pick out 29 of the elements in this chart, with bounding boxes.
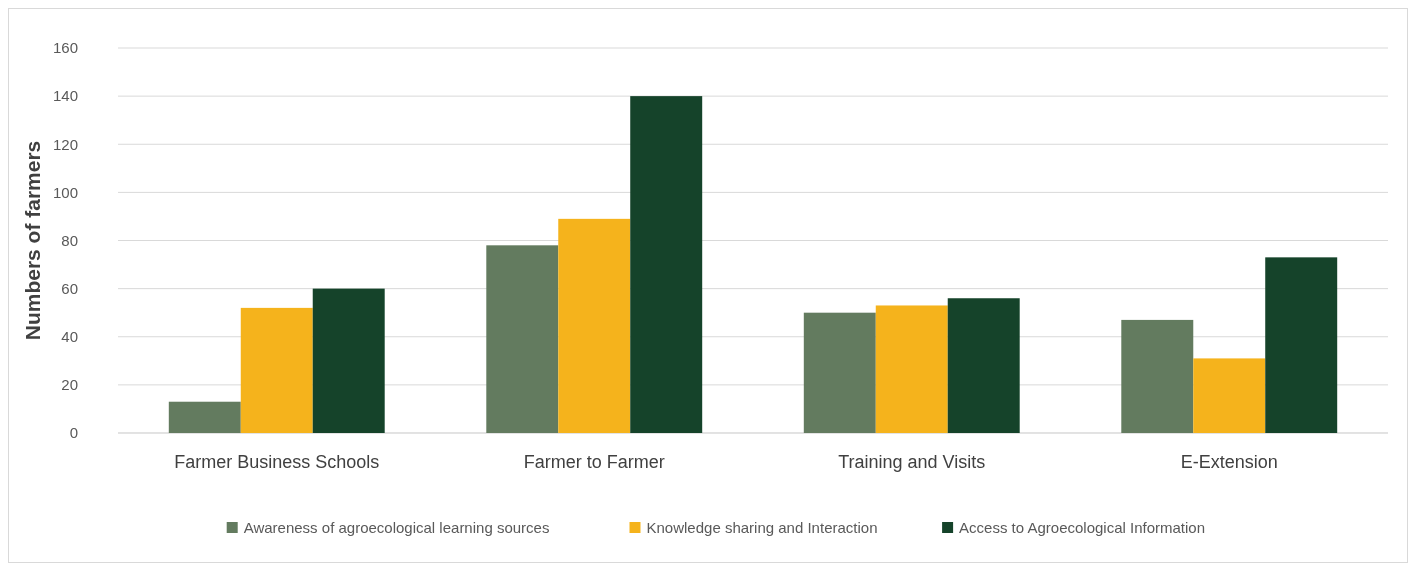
bar	[486, 245, 559, 433]
y-axis-title: Numbers of farmers	[21, 140, 44, 341]
x-tick-label: E-Extension	[1180, 452, 1278, 472]
bar	[168, 401, 241, 433]
x-tick-label: Training and Visits	[838, 452, 986, 472]
y-tick-label: 160	[52, 39, 78, 57]
y-tick-label: 140	[52, 87, 78, 105]
legend-label: Knowledge sharing and Interaction	[646, 519, 878, 537]
bar	[240, 307, 313, 433]
bar	[947, 298, 1020, 433]
y-tick-label: 40	[61, 328, 78, 345]
x-tick-label: Farmer Business Schools	[174, 452, 380, 472]
bar	[875, 305, 948, 433]
y-tick-label: 100	[52, 183, 78, 201]
x-tick-label: Farmer to Farmer	[523, 452, 665, 472]
bar	[630, 96, 703, 433]
y-tick-label: 20	[61, 376, 78, 394]
bar	[803, 312, 876, 433]
y-tick-label: 80	[61, 231, 78, 249]
y-tick-label: 60	[61, 279, 78, 297]
bar	[1121, 319, 1194, 433]
legend-label: Access to Agroecological Information	[959, 519, 1206, 537]
bar	[1193, 358, 1266, 433]
y-tick-label: 0	[69, 424, 78, 442]
bar	[1265, 257, 1338, 433]
legend-label: Awareness of agroecological learning sources	[243, 519, 550, 537]
y-tick-label: 120	[52, 135, 78, 153]
bar	[312, 288, 385, 433]
bar	[558, 218, 631, 433]
